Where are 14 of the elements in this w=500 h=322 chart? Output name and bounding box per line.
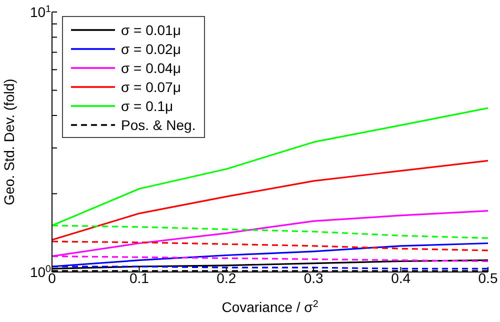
x-tick-label: 0.1 bbox=[129, 270, 150, 286]
legend-label: σ = 0.1μ bbox=[121, 98, 174, 114]
x-tick-label: 0.3 bbox=[304, 270, 324, 286]
legend-label: σ = 0.01μ bbox=[121, 22, 181, 38]
x-tick-label: 0.5 bbox=[478, 270, 498, 286]
x-tick-label: 0.2 bbox=[216, 270, 236, 286]
x-tick-label: 0.4 bbox=[391, 270, 411, 286]
y-tick-label: 10$^{1}$ bbox=[30, 4, 51, 20]
x-axis-title: Covariance / σ$^{2}$ bbox=[222, 298, 318, 315]
y-axis-title: Geo. Std. Dev. (fold) bbox=[1, 78, 17, 206]
legend-label: σ = 0.07μ bbox=[121, 78, 181, 94]
legend-label: σ = 0.04μ bbox=[121, 60, 181, 76]
legend-label: σ = 0.02μ bbox=[121, 40, 181, 56]
legend-label: Pos. & Neg. bbox=[121, 116, 196, 132]
